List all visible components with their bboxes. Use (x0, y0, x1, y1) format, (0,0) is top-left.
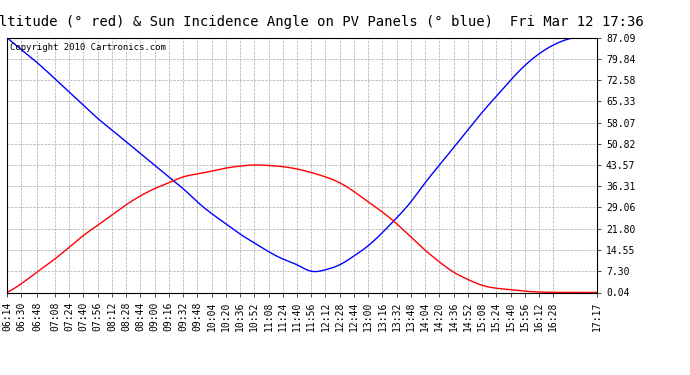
Text: Sun Altitude (° red) & Sun Incidence Angle on PV Panels (° blue)  Fri Mar 12 17:: Sun Altitude (° red) & Sun Incidence Ang… (0, 15, 644, 29)
Text: Copyright 2010 Cartronics.com: Copyright 2010 Cartronics.com (10, 43, 166, 52)
